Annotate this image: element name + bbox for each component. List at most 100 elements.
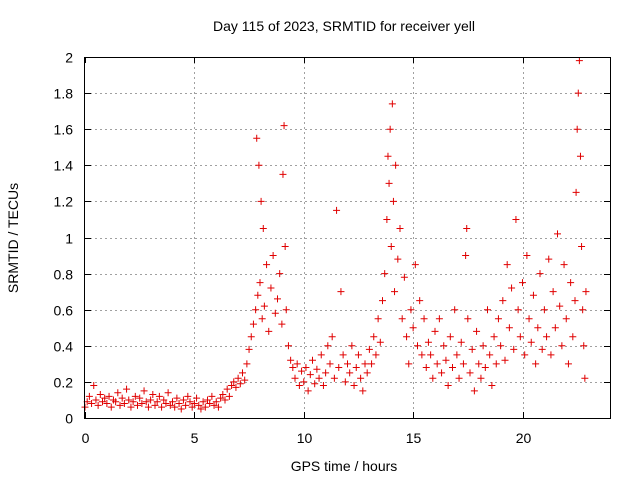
data-point [173, 394, 181, 402]
data-point [234, 374, 242, 382]
data-point [455, 374, 463, 382]
data-point [136, 394, 144, 402]
data-point [481, 363, 489, 371]
data-point [184, 392, 192, 400]
data-point [328, 333, 336, 341]
data-point [468, 345, 476, 353]
data-point [451, 306, 459, 314]
data-point [424, 338, 432, 346]
data-point [160, 396, 168, 404]
data-point [376, 338, 384, 346]
data-point [562, 315, 570, 323]
data-point [295, 382, 303, 390]
x-tick-label: 20 [516, 430, 532, 446]
data-point [324, 342, 332, 350]
data-point [315, 374, 323, 382]
y-tick-label: 1 [65, 231, 73, 247]
data-point [230, 378, 238, 386]
data-point [431, 327, 439, 335]
data-point [580, 342, 588, 350]
data-point [282, 306, 290, 314]
plot-frame [84, 57, 611, 419]
x-tick-label: 0 [82, 430, 90, 446]
data-point [186, 398, 194, 406]
data-point [442, 356, 450, 364]
data-point [344, 360, 351, 368]
data-point [409, 324, 417, 332]
data-point [547, 351, 555, 359]
data-point [164, 389, 172, 397]
data-point [243, 360, 251, 368]
data-point [85, 392, 93, 400]
data-point [276, 270, 284, 278]
data-point [416, 297, 424, 305]
data-point [365, 345, 373, 353]
chart-title: Day 115 of 2023, SRMTID for receiver yel… [213, 18, 475, 34]
data-point [271, 309, 279, 317]
data-point [519, 279, 526, 287]
data-point [256, 279, 264, 287]
data-point [545, 255, 553, 263]
data-point [96, 391, 104, 399]
data-point [540, 306, 548, 314]
data-point [446, 333, 454, 341]
data-point [171, 403, 179, 411]
x-tick-label: 5 [191, 430, 199, 446]
x-axis-label: GPS time / hours [291, 458, 398, 474]
data-point [508, 284, 516, 292]
data-point [103, 400, 111, 408]
data-point [532, 360, 540, 368]
data-point [317, 351, 325, 359]
data-point [153, 398, 161, 406]
data-point [199, 398, 207, 406]
data-point [494, 315, 502, 323]
data-point [125, 396, 133, 404]
y-tick-label: 0.4 [54, 339, 74, 355]
data-point [348, 342, 356, 350]
data-point [289, 363, 297, 371]
data-point [287, 356, 295, 364]
data-point [497, 342, 505, 350]
data-point [241, 376, 249, 384]
data-point [575, 57, 583, 65]
data-point [475, 360, 483, 368]
grid [85, 57, 610, 418]
data-point [368, 360, 376, 368]
data-point [151, 401, 159, 409]
data-point [147, 396, 155, 404]
y-axis-label: SRMTID / TECUs [5, 183, 21, 293]
data-point [306, 371, 314, 379]
data-point [278, 320, 286, 328]
data-point [190, 400, 198, 408]
data-point [210, 401, 218, 409]
data-point [249, 320, 257, 328]
data-point [291, 374, 299, 382]
data-point [359, 387, 367, 395]
data-point [457, 338, 465, 346]
data-point [322, 369, 330, 377]
data-point [479, 342, 487, 350]
data-point [501, 356, 509, 364]
data-point [354, 351, 362, 359]
data-point [182, 401, 190, 409]
data-point [123, 385, 131, 393]
data-point [579, 306, 587, 314]
data-point [225, 392, 233, 400]
data-point [257, 197, 265, 205]
data-point [564, 360, 572, 368]
y-tick-label: 2 [65, 50, 73, 66]
data-point [166, 401, 174, 409]
data-point [247, 333, 255, 341]
data-point [556, 302, 564, 310]
data-point [464, 315, 472, 323]
y-tick-label: 0 [65, 411, 73, 427]
data-point [274, 295, 281, 303]
data-point [236, 380, 244, 388]
data-point [554, 230, 561, 238]
data-point [551, 324, 559, 332]
data-points [81, 57, 590, 413]
data-point [217, 394, 225, 402]
data-point [333, 206, 341, 214]
data-point [387, 243, 395, 251]
data-point [232, 383, 240, 391]
